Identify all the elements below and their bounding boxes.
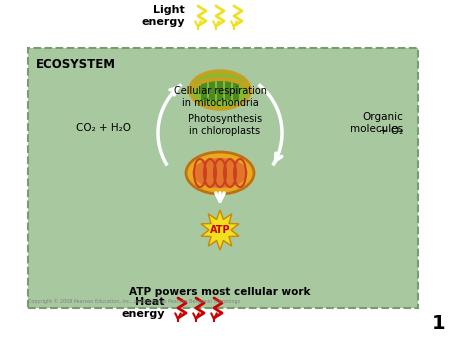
Text: Copyright © 2008 Pearson Education, Inc., publishing as Pearson Benjamin Cumming: Copyright © 2008 Pearson Education, Inc.… — [28, 298, 240, 304]
Text: ECOSYSTEM: ECOSYSTEM — [36, 58, 116, 71]
Text: Light
energy: Light energy — [141, 5, 185, 27]
Text: Photosynthesis
in chloroplasts: Photosynthesis in chloroplasts — [188, 114, 262, 136]
FancyBboxPatch shape — [28, 48, 418, 308]
Bar — [233, 80, 239, 100]
Ellipse shape — [186, 152, 254, 194]
Bar — [217, 80, 223, 100]
Text: + O₂: + O₂ — [379, 126, 403, 136]
Bar — [209, 80, 215, 100]
Bar — [225, 80, 231, 100]
Text: ATP: ATP — [210, 225, 230, 235]
Polygon shape — [201, 210, 239, 250]
Bar — [201, 80, 207, 100]
Text: Heat
energy: Heat energy — [122, 297, 165, 319]
Ellipse shape — [193, 158, 248, 188]
Text: Cellular respiration
in mitochondria: Cellular respiration in mitochondria — [174, 87, 266, 108]
Ellipse shape — [190, 71, 250, 109]
Text: ATP powers most cellular work: ATP powers most cellular work — [129, 287, 311, 297]
Text: 1: 1 — [432, 314, 445, 333]
Text: Organic
molecules: Organic molecules — [350, 112, 403, 134]
Text: CO₂ + H₂O: CO₂ + H₂O — [76, 123, 131, 133]
